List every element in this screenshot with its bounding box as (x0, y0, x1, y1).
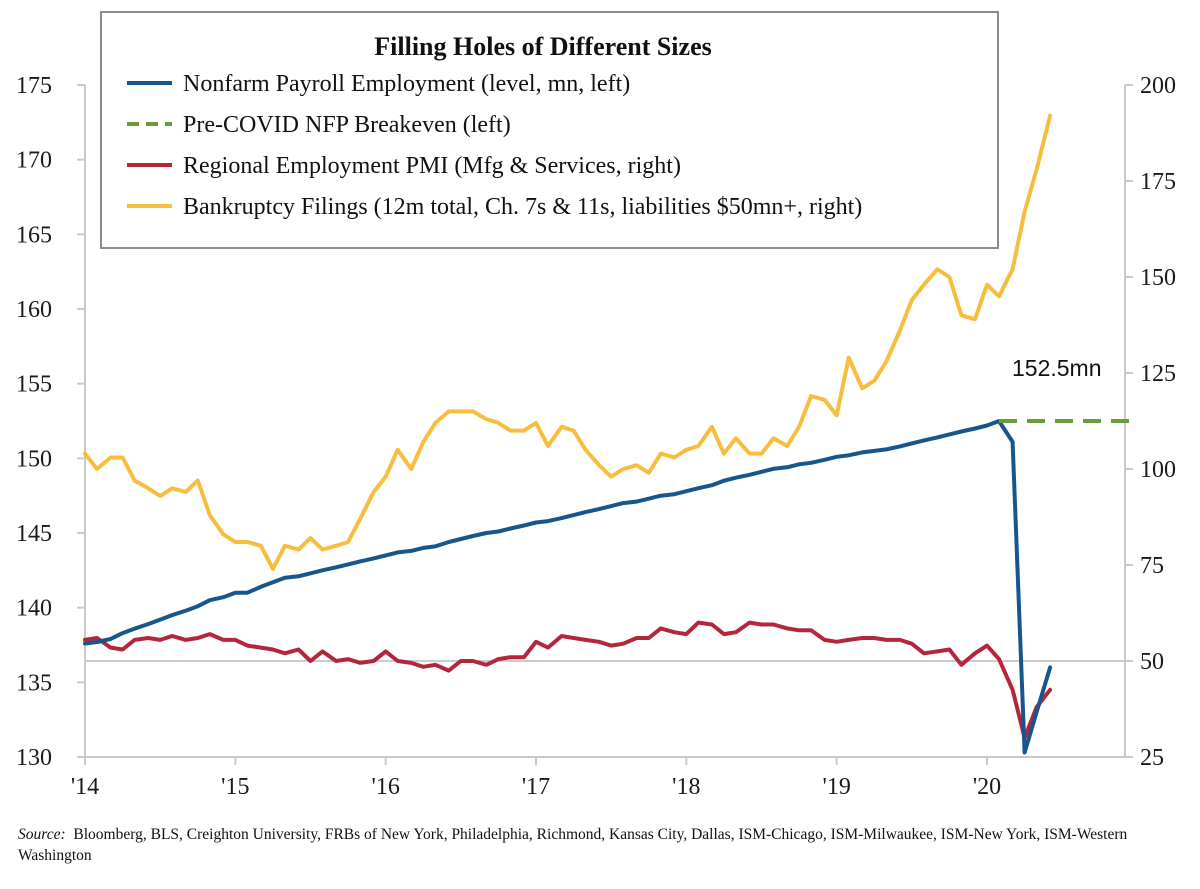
series-line-3 (83, 113, 1053, 571)
right-tick-label: 200 (1140, 73, 1176, 99)
legend: Filling Holes of Different Sizes Nonfarm… (100, 11, 999, 249)
x-tick-label: '14 (71, 774, 99, 800)
series-line-0 (83, 419, 1053, 755)
x-tick-label: '17 (522, 774, 550, 800)
left-tick-label: 140 (16, 596, 52, 622)
series-layer (83, 113, 1135, 755)
legend-label-2: Regional Employment PMI (Mfg & Services,… (183, 153, 681, 179)
legend-label-3: Bankruptcy Filings (12m total, Ch. 7s & … (183, 194, 862, 220)
right-tick-label: 100 (1140, 457, 1176, 483)
x-tick-label: '15 (221, 774, 249, 800)
x-tick-label: '19 (823, 774, 851, 800)
left-tick-label: 130 (16, 745, 52, 771)
right-tick-label: 25 (1140, 745, 1164, 771)
source-label: Source: (18, 826, 66, 843)
legend-box (100, 11, 999, 249)
series-line-2 (83, 620, 1053, 740)
left-tick-label: 150 (16, 446, 52, 472)
legend-label-0: Nonfarm Payroll Employment (level, mn, l… (183, 71, 630, 97)
right-tick-label: 150 (1140, 265, 1176, 291)
chart-title: Filling Holes of Different Sizes (374, 32, 711, 61)
left-tick-label: 170 (16, 148, 52, 174)
left-tick-label: 160 (16, 297, 52, 323)
right-tick-label: 125 (1140, 361, 1176, 387)
breakeven-annotation: 152.5mn (1012, 355, 1102, 381)
x-tick-label: '20 (973, 774, 1001, 800)
right-tick-label: 75 (1140, 553, 1164, 579)
left-tick-label: 165 (16, 222, 52, 248)
source-text: Bloomberg, BLS, Creighton University, FR… (18, 826, 1128, 864)
source-note: Source: Bloomberg, BLS, Creighton Univer… (18, 824, 1188, 866)
x-tick-label: '16 (372, 774, 400, 800)
left-tick-label: 175 (16, 73, 52, 99)
left-tick-label: 155 (16, 372, 52, 398)
left-tick-label: 145 (16, 521, 52, 547)
right-tick-label: 50 (1140, 649, 1164, 675)
right-tick-label: 175 (1140, 169, 1176, 195)
left-tick-label: 135 (16, 670, 52, 696)
axes: 130 135 140 145 150 155 160 165 170 175 25 50 75 100 1… (16, 73, 1176, 800)
legend-label-1: Pre-COVID NFP Breakeven (left) (183, 112, 511, 138)
x-tick-label: '18 (672, 774, 700, 800)
